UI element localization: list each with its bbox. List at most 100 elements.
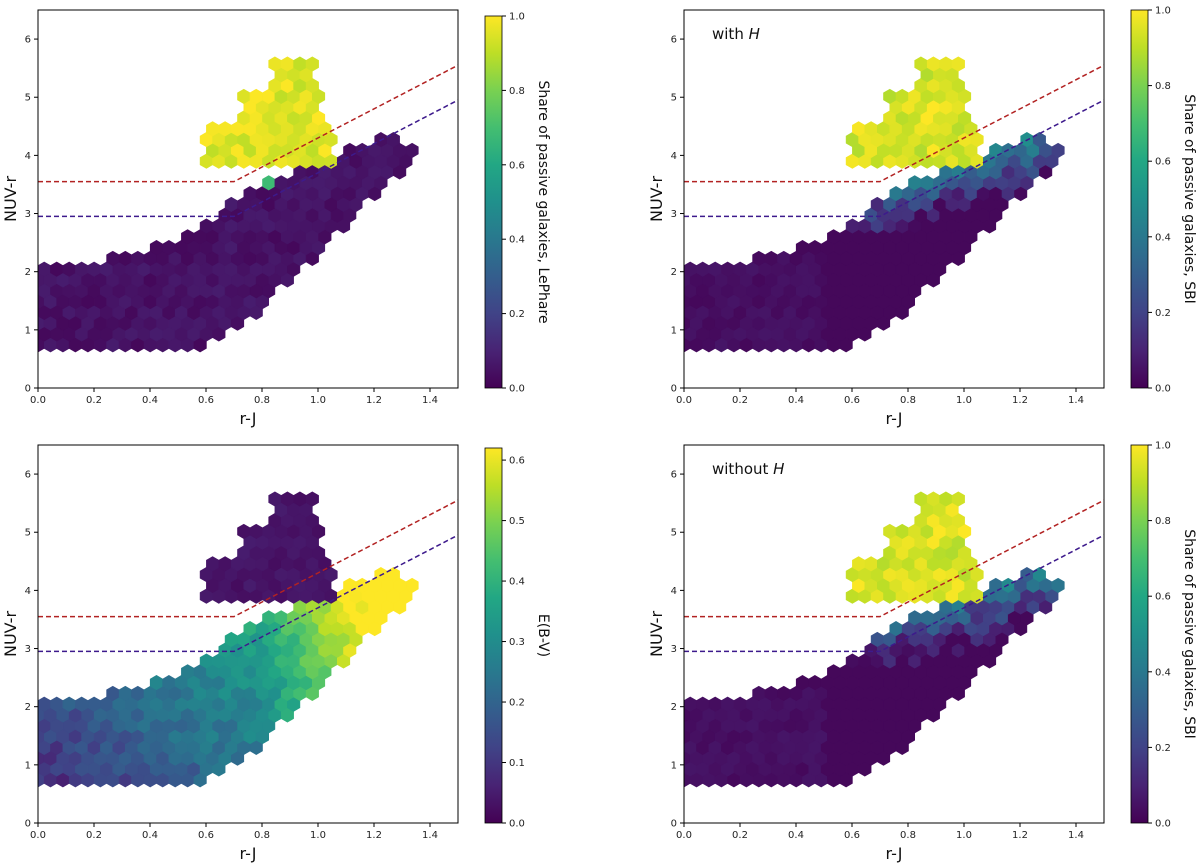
y-axis-label: NUV-r — [1, 611, 20, 657]
x-tick-label: 0.6 — [198, 395, 214, 406]
x-tick-label: 1.2 — [1012, 830, 1028, 841]
selection-line-2 — [684, 534, 1104, 653]
panel-annotation: without H — [712, 460, 784, 478]
panel-4: 0.0 0.2 0.4 0.6 0.8 1.0 1.2 1.4 0 1 2 3 4 5 6 r-J NUV-r w… — [647, 441, 1197, 864]
y-tick-label: 1 — [25, 760, 31, 771]
x-axis-label: r-J — [240, 409, 257, 428]
y-tick-label: 6 — [25, 35, 31, 46]
x-tick-label: 0.6 — [198, 830, 214, 841]
y-axis-label: NUV-r — [647, 176, 666, 222]
y-tick-label: 4 — [25, 151, 31, 162]
colorbar — [1130, 9, 1149, 389]
x-tick-label: 0.2 — [732, 395, 748, 406]
panel-annotation: with H — [712, 25, 760, 43]
y-tick-label: 4 — [671, 151, 677, 162]
colorbar-tick-label: 0.2 — [509, 309, 525, 320]
x-tick-label: 0.2 — [732, 830, 748, 841]
colorbar-label: Share of passive galaxies, SBI — [1181, 94, 1197, 304]
colorbar-tick-label: 0.5 — [509, 516, 525, 527]
y-tick-label: 0 — [25, 819, 31, 830]
hexbin-cells — [38, 491, 419, 788]
selection-line-2 — [684, 99, 1104, 218]
selection-line-2 — [38, 99, 458, 218]
x-tick-label: 1.0 — [956, 830, 972, 841]
x-tick-label: 0.6 — [844, 395, 860, 406]
y-tick-label: 4 — [671, 586, 677, 597]
colorbar-tick-label: 1.0 — [1155, 6, 1171, 17]
y-tick-label: 5 — [25, 528, 31, 539]
x-tick-label: 0.0 — [30, 830, 46, 841]
colorbar-tick-label: 0.6 — [509, 456, 525, 467]
y-tick-label: 2 — [25, 702, 31, 713]
hexbin-cells — [684, 491, 1065, 788]
colorbar-tick-label: 0.4 — [1155, 232, 1171, 243]
colorbar — [484, 447, 503, 824]
colorbar-tick-label: 0.6 — [1155, 592, 1171, 603]
selection-line-1 — [38, 499, 458, 618]
panel-1: 0.0 0.2 0.4 0.6 0.8 1.0 1.2 1.4 0 1 2 3 4 5 6 r-J NUV-r 0… — [1, 9, 551, 428]
hexbin-cell — [405, 142, 419, 158]
plot-frame — [37, 9, 459, 389]
colorbar-label: E(B-V) — [535, 614, 551, 657]
y-tick-label: 3 — [671, 644, 677, 655]
y-tick-label: 2 — [25, 267, 31, 278]
x-axis-label: r-J — [240, 844, 257, 863]
x-tick-label: 1.4 — [422, 830, 438, 841]
y-axis-label: NUV-r — [647, 611, 666, 657]
x-tick-label: 0.6 — [844, 830, 860, 841]
x-axis-label: r-J — [886, 844, 903, 863]
selection-line-2 — [38, 534, 458, 653]
y-tick-label: 1 — [671, 325, 677, 336]
x-tick-label: 1.4 — [422, 395, 438, 406]
x-tick-label: 1.2 — [366, 395, 382, 406]
plot-frame — [683, 9, 1105, 389]
x-tick-label: 0.8 — [900, 830, 916, 841]
colorbar-tick-label: 0.0 — [1155, 819, 1171, 830]
panel-2: 0.0 0.2 0.4 0.6 0.8 1.0 1.2 1.4 0 1 2 3 4 5 6 r-J NUV-r w… — [647, 6, 1197, 429]
y-tick-label: 3 — [25, 644, 31, 655]
hexbin-cell — [1051, 142, 1065, 158]
plot-frame — [37, 444, 459, 824]
colorbar-tick-label: 0.0 — [1155, 384, 1171, 395]
colorbar-tick-label: 0.1 — [509, 758, 525, 769]
y-tick-label: 1 — [25, 325, 31, 336]
x-tick-label: 0.2 — [86, 830, 102, 841]
hexbin-cell — [1051, 577, 1065, 593]
y-tick-label: 3 — [25, 209, 31, 220]
hexbin-cell — [405, 577, 419, 593]
colorbar-label: Share of passive galaxies, LePhare — [535, 80, 551, 323]
y-tick-label: 3 — [671, 209, 677, 220]
colorbar-tick-label: 0.2 — [1155, 743, 1171, 754]
selection-line-1 — [38, 64, 458, 183]
x-tick-label: 1.2 — [1012, 395, 1028, 406]
x-tick-label: 0.8 — [254, 395, 270, 406]
y-tick-label: 0 — [25, 384, 31, 395]
colorbar-tick-label: 0.8 — [1155, 516, 1171, 527]
y-tick-label: 2 — [671, 267, 677, 278]
x-tick-label: 0.4 — [788, 395, 804, 406]
x-tick-label: 0.4 — [142, 830, 158, 841]
colorbar-tick-label: 0.6 — [509, 160, 525, 171]
colorbar-tick-label: 0.3 — [509, 637, 525, 648]
x-tick-label: 0.4 — [788, 830, 804, 841]
hexbin-cell — [305, 56, 319, 72]
x-tick-label: 1.0 — [310, 395, 326, 406]
y-tick-label: 5 — [671, 93, 677, 104]
colorbar-tick-label: 0.2 — [509, 698, 525, 709]
colorbar-tick-label: 0.4 — [509, 235, 525, 246]
colorbar-tick-label: 0.6 — [1155, 157, 1171, 168]
hexbin-cells — [38, 56, 419, 353]
x-tick-label: 1.0 — [956, 395, 972, 406]
selection-line-1 — [684, 64, 1104, 183]
colorbar-label: Share of passive galaxies, SBI — [1181, 529, 1197, 739]
y-tick-label: 5 — [671, 528, 677, 539]
colorbar-tick-label: 0.4 — [1155, 667, 1171, 678]
hexbin-cell — [305, 491, 319, 507]
y-tick-label: 4 — [25, 586, 31, 597]
x-tick-label: 0.0 — [676, 830, 692, 841]
y-tick-label: 6 — [25, 470, 31, 481]
x-tick-label: 1.2 — [366, 830, 382, 841]
hexbin-cell — [951, 491, 965, 507]
x-tick-label: 0.0 — [676, 395, 692, 406]
